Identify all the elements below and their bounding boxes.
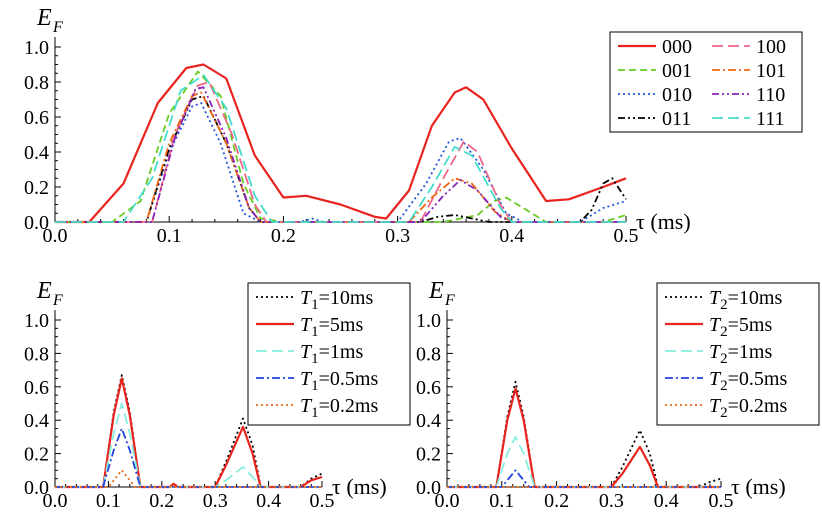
series-line-1: [55, 70, 627, 223]
x-tick-label: 0.3: [599, 490, 624, 512]
x-axis-label: τ (ms): [332, 474, 387, 499]
legend-label: T2=5ms: [709, 314, 772, 340]
y-tick-label: 1.0: [24, 37, 49, 59]
y-tick-label: 0.0: [24, 477, 49, 499]
series-line-6: [55, 86, 626, 223]
y-tick-label: 0.0: [24, 212, 49, 234]
legend-label: T1=0.5ms: [300, 368, 378, 394]
series-line-4: [55, 469, 322, 488]
chart-bottom-right: 0.0 0.1 0.2 0.3 0.4 0.5 0.0 0.2 0.4 0.6 0.8 1.0 E Fτ …: [416, 278, 820, 512]
x-axis-label: τ (ms): [636, 209, 691, 234]
y-tick-label: 0.6: [416, 377, 441, 399]
legend-label: 010: [662, 84, 692, 106]
y-tick-label: 0.8: [416, 343, 441, 365]
legend-label: 100: [756, 36, 786, 58]
legend-label: T2=10ms: [709, 287, 782, 313]
x-tick-label: 0.2: [271, 225, 296, 247]
legend-label: 111: [756, 108, 785, 130]
y-tick-label: 1.0: [416, 310, 441, 332]
legend-box: [609, 31, 803, 133]
y-axis-label: E: [36, 278, 52, 304]
y-tick-label: 0.6: [24, 377, 49, 399]
x-tick-label: 0.5: [709, 490, 734, 512]
legend-box: [656, 282, 820, 426]
y-axis-label-sub: F: [52, 292, 63, 309]
y-tick-label: 0.6: [24, 107, 49, 129]
series-line-3: [55, 427, 322, 488]
x-tick-label: 0.2: [149, 490, 174, 512]
y-tick-label: 0.0: [416, 477, 441, 499]
series-line-3: [447, 469, 721, 488]
legend-label: 000: [662, 36, 692, 58]
x-tick-label: 0.5: [310, 490, 335, 512]
series-line-5: [55, 91, 626, 223]
series-line-3: [55, 95, 627, 223]
legend-label: T2=0.5ms: [709, 368, 787, 394]
legend-label: T1=5ms: [300, 314, 363, 340]
x-tick-label: 0.1: [489, 490, 514, 512]
x-tick-label: 0.4: [654, 490, 679, 512]
chart-top: 0.0 0.1 0.2 0.3 0.4 0.5 0.0 0.2 0.4 0.6 0.8 1.0 E Fτ …: [24, 5, 803, 247]
series-line-0: [55, 63, 627, 224]
y-tick-label: 0.2: [24, 444, 49, 466]
chart-bottom-left: 0.0 0.1 0.2 0.3 0.4 0.5 0.0 0.2 0.4 0.6 0.8 1.0 E Fτ …: [24, 278, 411, 512]
legend-box: [247, 282, 411, 426]
x-tick-label: 0.5: [614, 225, 639, 247]
legend-label: 001: [662, 60, 692, 82]
legend-label: T1=10ms: [300, 287, 373, 313]
y-tick-label: 0.4: [24, 142, 49, 164]
x-tick-label: 0.0: [435, 490, 460, 512]
y-tick-label: 0.8: [24, 72, 49, 94]
x-tick-label: 0.3: [385, 225, 410, 247]
legend-label: 011: [662, 108, 691, 130]
x-tick-label: 0.0: [43, 490, 68, 512]
x-tick-label: 0.1: [96, 490, 121, 512]
x-tick-label: 0.1: [157, 225, 182, 247]
legend-label: T2=0.2ms: [709, 395, 787, 421]
y-tick-label: 0.4: [24, 410, 49, 432]
legend-label: T2=1ms: [709, 341, 772, 367]
y-axis-label: E: [36, 5, 52, 31]
y-tick-label: 0.4: [416, 410, 441, 432]
series-line-2: [55, 102, 627, 223]
x-axis-label: τ (ms): [731, 474, 786, 499]
legend-label: 110: [756, 84, 785, 106]
x-tick-label: 0.3: [203, 490, 228, 512]
y-tick-label: 0.2: [24, 177, 49, 199]
y-tick-label: 0.2: [416, 444, 441, 466]
legend-label: T1=1ms: [300, 341, 363, 367]
x-tick-label: 0.2: [544, 490, 569, 512]
y-axis-label-sub: F: [444, 292, 455, 309]
series-line-2: [447, 436, 721, 488]
x-tick-label: 0.0: [43, 225, 68, 247]
series-line-7: [55, 74, 626, 223]
y-axis-label-sub: F: [52, 19, 63, 36]
legend-label: 101: [756, 60, 786, 82]
x-tick-label: 0.4: [256, 490, 281, 512]
y-axis-label: E: [428, 278, 444, 304]
y-tick-label: 0.8: [24, 343, 49, 365]
x-tick-label: 0.4: [499, 225, 524, 247]
y-tick-label: 1.0: [24, 310, 49, 332]
legend-label: T1=0.2ms: [300, 395, 378, 421]
